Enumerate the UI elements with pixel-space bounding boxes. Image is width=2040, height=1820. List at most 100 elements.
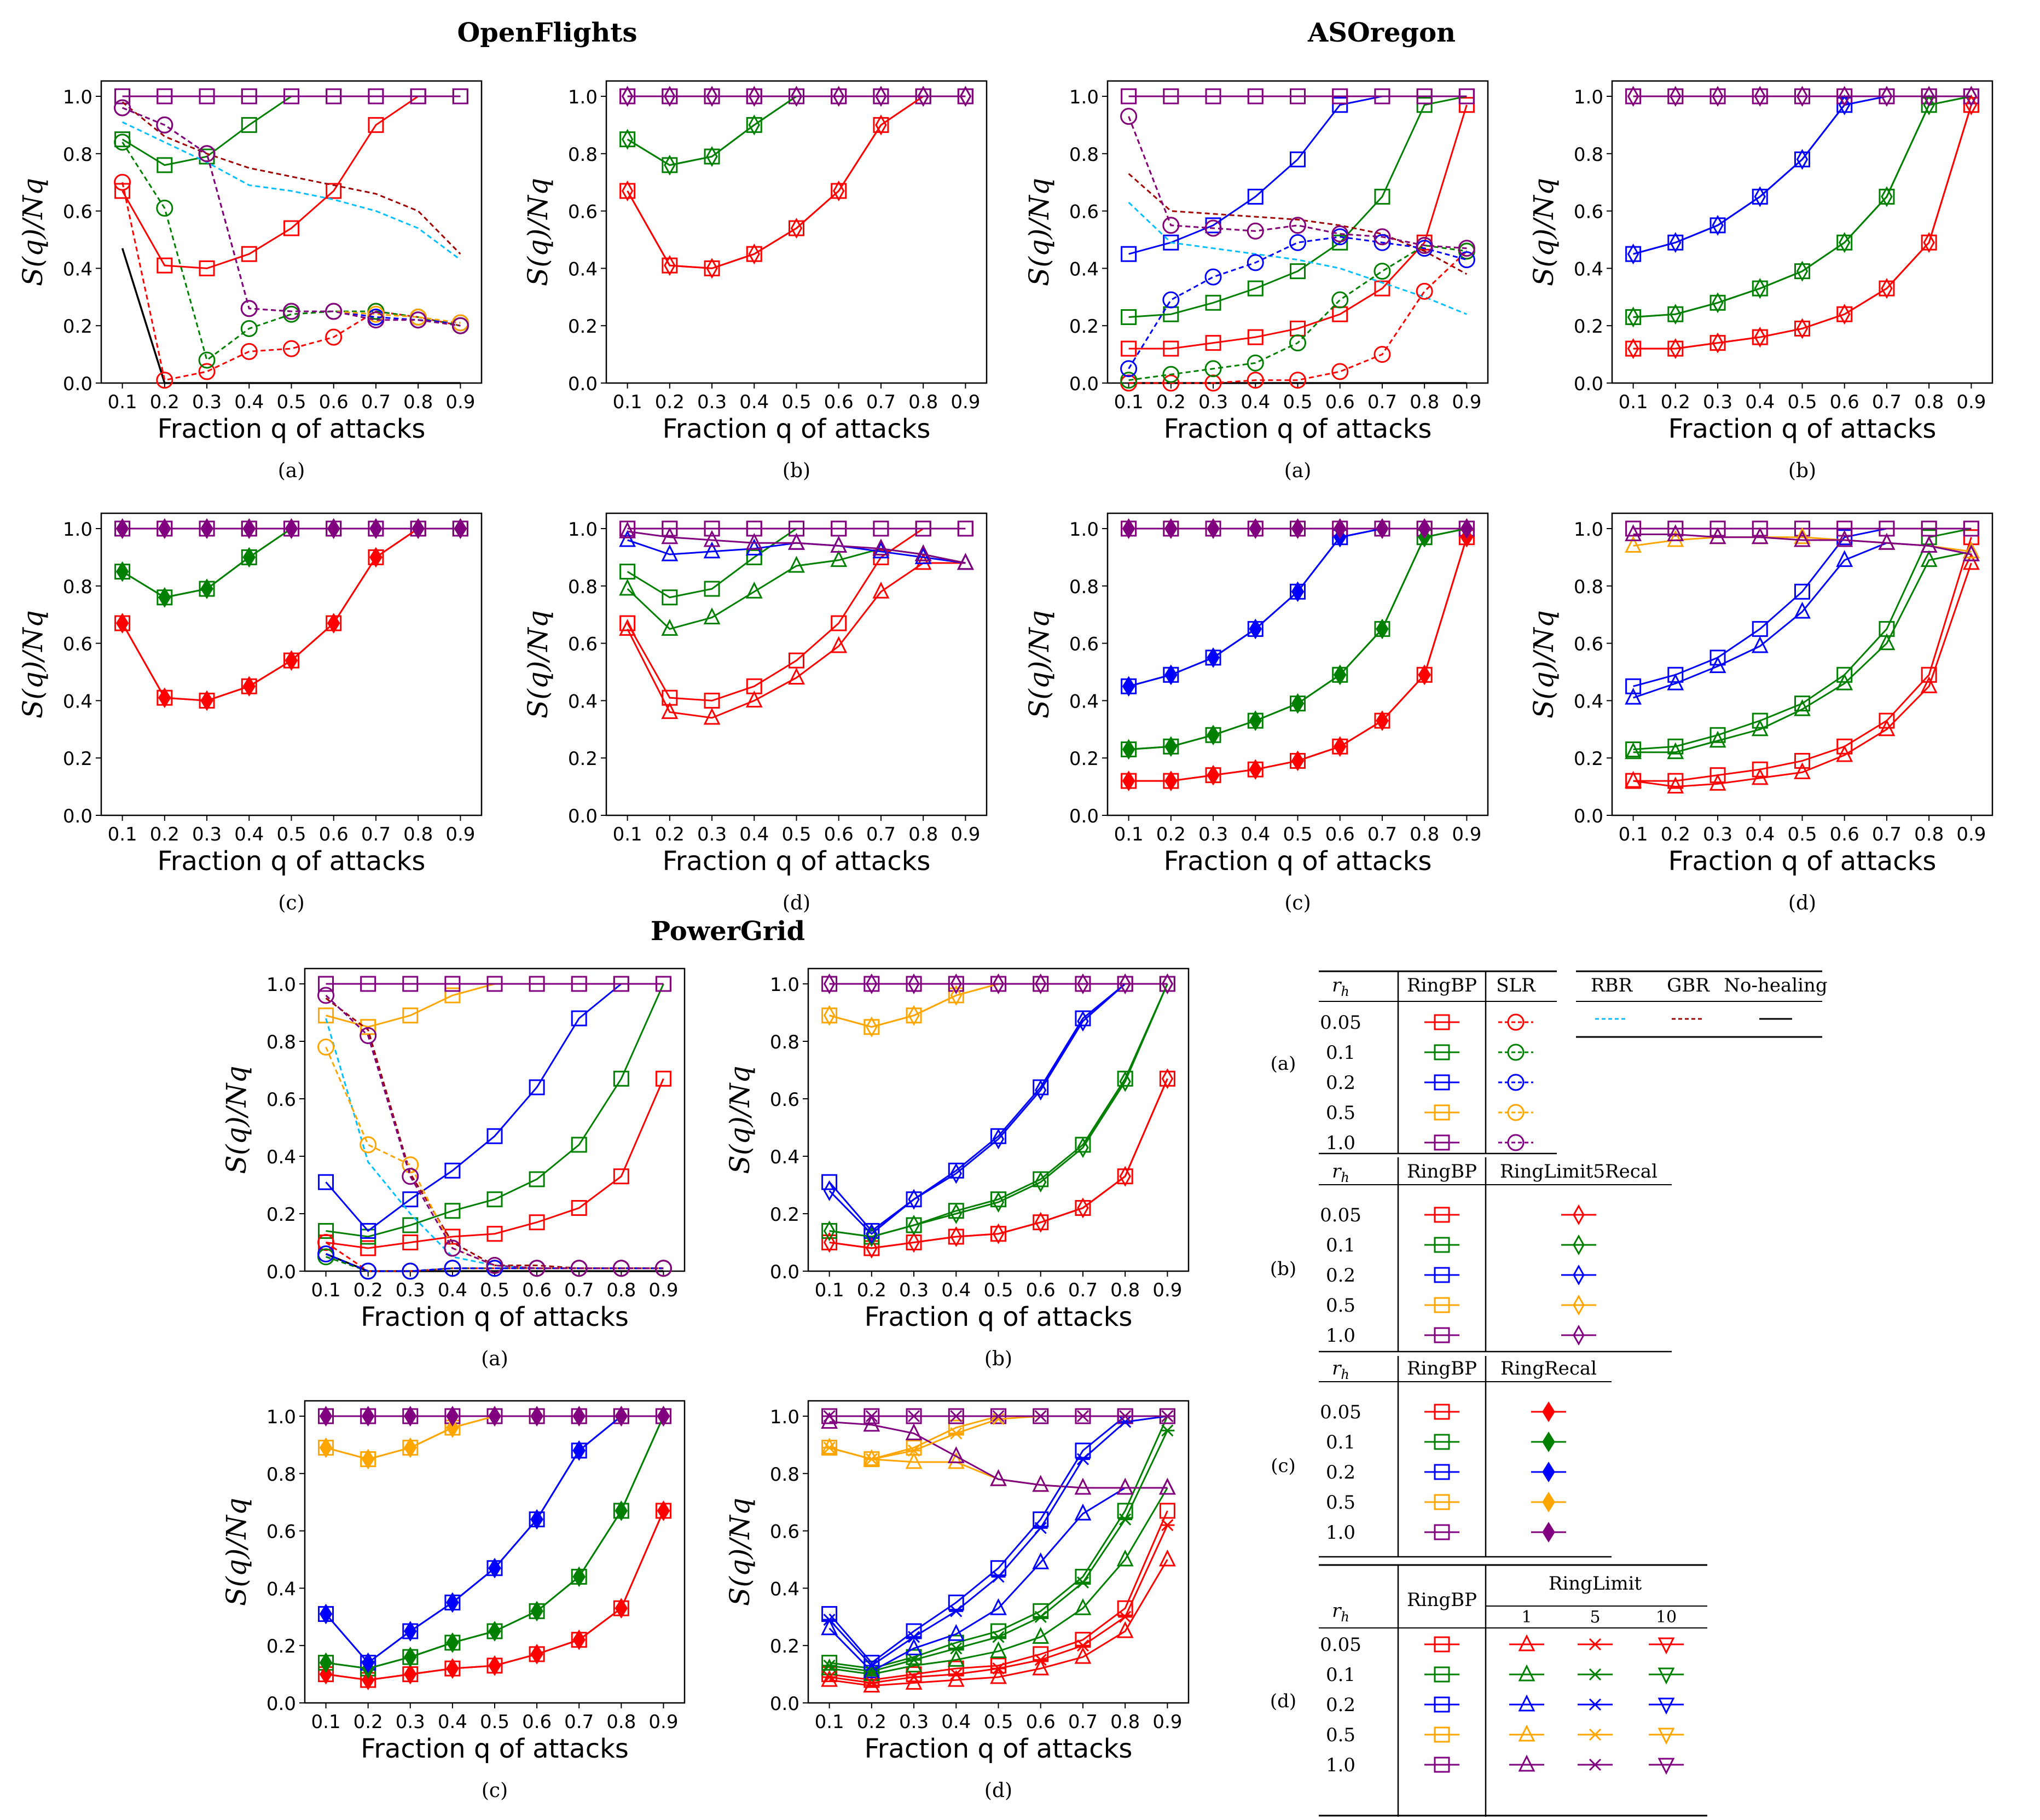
data-point	[1920, 536, 1938, 553]
rh-subscript: h	[1341, 984, 1349, 999]
series-ringlimit5recal-1.0	[1627, 85, 1978, 107]
series-line	[1633, 542, 1972, 699]
data-point	[198, 351, 216, 369]
series-ringbp-0.5	[318, 976, 671, 1035]
y-tick-label: 0.8	[63, 144, 92, 166]
series-ringlimit5-0.1	[822, 1424, 1175, 1678]
data-point	[1074, 1477, 1092, 1495]
data-point	[1794, 695, 1810, 712]
data-point	[1032, 1658, 1050, 1676]
data-point	[1247, 372, 1264, 389]
series-line	[828, 1415, 1168, 1664]
x-tick-label: 0.1	[815, 1711, 844, 1733]
series-line	[627, 528, 966, 702]
data-point	[1458, 97, 1475, 113]
x-axis-label: Fraction q of attacks	[663, 414, 931, 444]
data-point	[1923, 85, 1935, 107]
data-point	[1709, 527, 1726, 544]
legend-marker	[1542, 1522, 1555, 1543]
data-point	[1754, 278, 1766, 299]
data-point	[947, 1650, 965, 1667]
series-line	[122, 107, 461, 324]
data-point	[948, 1634, 964, 1651]
data-point	[914, 547, 932, 564]
data-point	[949, 1605, 964, 1618]
series-line	[1128, 201, 1467, 315]
sub-header: 10	[1656, 1608, 1677, 1627]
data-point	[664, 154, 676, 176]
data-point	[1920, 550, 1938, 567]
y-tick-label: 0.8	[770, 1031, 799, 1053]
data-point	[402, 1191, 419, 1208]
y-tick-label: 0.8	[568, 576, 598, 598]
data-point	[1962, 544, 1980, 561]
data-point	[571, 976, 587, 992]
legend-label: (a)	[1271, 1053, 1296, 1075]
x-tick-label: 0.1	[1114, 824, 1144, 845]
data-point	[1878, 719, 1896, 737]
data-point	[242, 518, 256, 539]
x-tick-label: 0.4	[438, 1279, 467, 1301]
series-line	[829, 1510, 1168, 1681]
series-ringrecal-0.1	[1122, 518, 1474, 760]
data-point	[530, 1509, 543, 1530]
y-tick-label: 0.0	[1574, 805, 1603, 827]
legend-marker	[1434, 1014, 1450, 1030]
legend-marker	[1657, 1758, 1675, 1775]
data-point	[1962, 541, 1980, 559]
y-tick-label: 0.4	[63, 691, 92, 712]
data-point	[1075, 1568, 1091, 1585]
data-point	[285, 650, 298, 671]
data-point	[1290, 263, 1306, 280]
data-point	[1458, 88, 1475, 105]
data-point	[369, 518, 382, 539]
data-point	[157, 257, 173, 274]
series-ringbp-0.1	[821, 1408, 1175, 1677]
data-point	[1712, 215, 1724, 236]
data-point	[949, 1642, 964, 1655]
data-point	[992, 1128, 1005, 1150]
series-ringbp-1.0	[114, 88, 468, 105]
y-tick-label: 0.4	[1069, 691, 1099, 712]
data-point	[748, 85, 760, 107]
col-header: RingRecal	[1500, 1358, 1597, 1380]
data-point	[908, 1189, 920, 1210]
data-point	[1416, 88, 1433, 105]
data-point	[992, 973, 1005, 995]
data-point	[1374, 88, 1390, 105]
data-point	[1881, 278, 1893, 299]
x-tick-label: 0.7	[1367, 824, 1397, 845]
data-point	[745, 581, 763, 599]
data-point	[1625, 524, 1642, 541]
x-tick-label: 0.3	[899, 1279, 929, 1301]
series-line	[1633, 528, 1972, 687]
data-point	[1836, 738, 1853, 755]
x-tick-label: 0.8	[1110, 1711, 1140, 1733]
data-point	[704, 520, 720, 537]
x-tick-label: 0.8	[1410, 824, 1439, 845]
x-tick-label: 0.7	[866, 391, 896, 413]
data-point	[1373, 346, 1391, 363]
x-tick-label: 0.9	[648, 1711, 678, 1733]
x-tick-label: 0.2	[150, 824, 179, 845]
data-point	[1033, 1410, 1048, 1423]
legend-label: (d)	[1270, 1690, 1296, 1712]
data-point	[317, 1039, 335, 1056]
data-point	[114, 134, 131, 151]
x-tick-label: 0.7	[1367, 391, 1397, 413]
y-tick-label: 0.0	[1069, 805, 1099, 827]
data-point	[571, 1010, 587, 1027]
data-point	[1162, 366, 1180, 383]
data-point	[572, 1566, 586, 1587]
y-tick-label: 0.4	[1574, 691, 1603, 712]
data-point	[661, 527, 679, 544]
data-point	[1333, 664, 1347, 686]
data-point	[990, 1657, 1006, 1674]
data-point	[444, 987, 461, 1004]
data-point	[1075, 1639, 1090, 1652]
data-point	[1033, 1610, 1048, 1623]
y-axis-label: S(q)/Nq	[1023, 610, 1055, 718]
series-line	[121, 142, 461, 362]
series-line	[326, 983, 664, 1238]
legend-marker	[1507, 1104, 1525, 1121]
